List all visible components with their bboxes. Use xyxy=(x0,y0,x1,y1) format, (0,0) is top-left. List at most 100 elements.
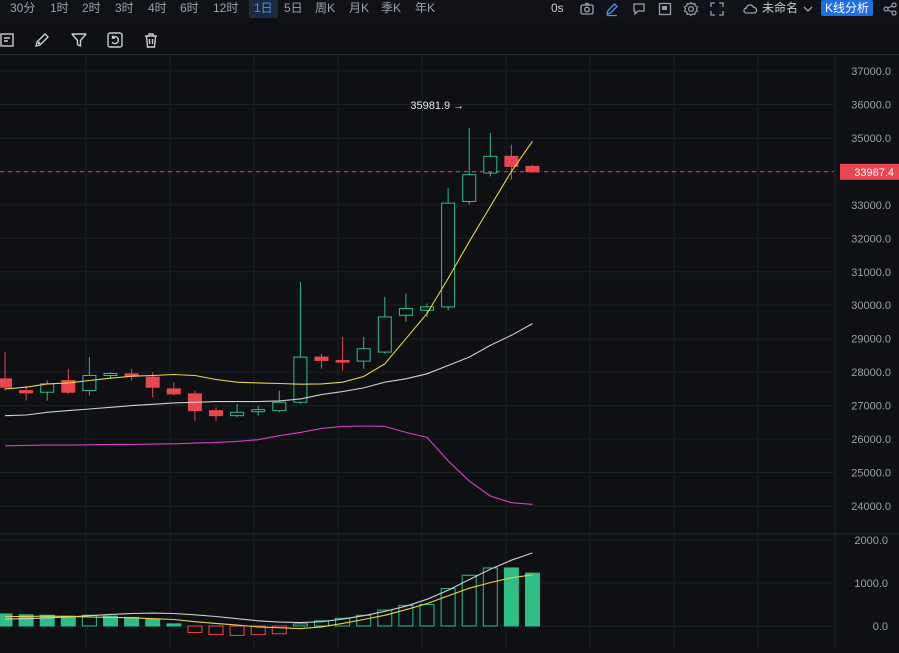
replay-icon[interactable] xyxy=(106,31,124,49)
candle-body[interactable] xyxy=(145,376,160,388)
candle-body[interactable] xyxy=(230,411,245,417)
ma-long-line xyxy=(4,425,533,505)
volume-bar[interactable] xyxy=(419,604,435,627)
layout-name[interactable]: 未命名 xyxy=(762,1,799,15)
current-price-label: 33987.4 xyxy=(854,167,894,179)
candle-body[interactable] xyxy=(272,401,287,412)
candle-body[interactable] xyxy=(251,409,266,413)
price-axis-label: 26000.0 xyxy=(851,434,891,446)
volume-bar[interactable] xyxy=(229,625,245,636)
price-axis-label: 29000.0 xyxy=(851,334,891,346)
candle-body[interactable] xyxy=(420,306,434,311)
timeframe-8[interactable]: 5日 xyxy=(284,1,303,15)
timeframe-11[interactable]: 季K xyxy=(381,1,402,15)
chevron-down-icon[interactable] xyxy=(800,1,816,17)
timeframe-2[interactable]: 2时 xyxy=(82,1,101,15)
timeframe-3[interactable]: 3时 xyxy=(115,1,134,15)
volume-bar[interactable] xyxy=(208,625,224,636)
volume-bar[interactable] xyxy=(39,614,55,627)
timeframe-6[interactable]: 12时 xyxy=(213,1,239,15)
candle-body[interactable] xyxy=(314,356,329,361)
price-axis-label: 28000.0 xyxy=(851,367,891,379)
timeframe-10[interactable]: 月K xyxy=(349,1,370,15)
candle-body[interactable] xyxy=(462,174,477,202)
volume-bar[interactable] xyxy=(0,613,13,627)
chart-background xyxy=(0,55,899,648)
share-icon[interactable] xyxy=(882,1,898,17)
high-price-annotation: 35981.9 → xyxy=(410,100,464,112)
draw-pen-icon[interactable] xyxy=(33,31,51,49)
volume-bar[interactable] xyxy=(461,574,477,627)
candle-body[interactable] xyxy=(377,316,392,353)
volume-bar[interactable] xyxy=(166,623,182,627)
volume-bar[interactable] xyxy=(145,619,161,627)
price-axis-label: 31000.0 xyxy=(851,267,891,279)
volume-bar[interactable] xyxy=(187,625,203,633)
timeframe-9[interactable]: 周K xyxy=(315,1,336,15)
volume-bar[interactable] xyxy=(271,625,287,635)
timeframe-5[interactable]: 6时 xyxy=(180,1,199,15)
ma-mid-line xyxy=(4,323,533,417)
volume-axis-label: 2000.0 xyxy=(854,535,888,547)
timeframe-bar: 30分 1时 2时 3时 4时 6时 12时 1日 5日 周K 月K 季K 年K 0s 未命名 K线分析 xyxy=(0,0,899,18)
candle-body[interactable] xyxy=(166,388,181,395)
volume-axis-label: 0.0 xyxy=(873,621,888,633)
volume-bar[interactable] xyxy=(314,620,329,627)
volume-bar[interactable] xyxy=(18,614,34,627)
volume-bar[interactable] xyxy=(124,616,140,627)
candle-body[interactable] xyxy=(103,372,118,377)
candle-body[interactable] xyxy=(0,378,12,388)
chart-area[interactable]: 35981.9 →37000.036000.035000.034000.0330… xyxy=(0,55,899,648)
drawing-pen-icon[interactable] xyxy=(604,1,620,17)
candle-body[interactable] xyxy=(335,359,350,363)
volume-bar[interactable] xyxy=(103,615,118,627)
ma-short-line xyxy=(4,140,533,390)
volume-bar[interactable] xyxy=(440,588,456,627)
filter-icon[interactable] xyxy=(70,31,88,49)
comment-icon[interactable] xyxy=(631,1,647,17)
timeframe-0[interactable]: 30分 xyxy=(10,1,36,15)
interval-label[interactable]: 0s xyxy=(551,1,564,15)
candle-body[interactable] xyxy=(82,375,97,392)
fullscreen-icon[interactable] xyxy=(709,1,725,17)
timeframe-7[interactable]: 1日 xyxy=(249,0,278,18)
cloud-icon[interactable] xyxy=(742,1,758,17)
candle-body[interactable] xyxy=(441,202,456,308)
candle-body[interactable] xyxy=(525,165,540,173)
volume-bar[interactable] xyxy=(250,625,266,636)
timeframe-4[interactable]: 4时 xyxy=(148,1,167,15)
candle-body[interactable] xyxy=(356,348,371,362)
price-axis-label: 33000.0 xyxy=(851,200,891,212)
drawing-toolbar xyxy=(0,26,899,55)
candle-body[interactable] xyxy=(19,390,34,394)
template-icon[interactable] xyxy=(657,1,673,17)
price-axis-label: 37000.0 xyxy=(851,66,891,78)
candle-body[interactable] xyxy=(293,356,308,403)
candle-body[interactable] xyxy=(61,380,76,393)
volume-bar[interactable] xyxy=(525,572,540,627)
chart-mode-button[interactable]: K线分析 xyxy=(821,0,874,16)
price-axis-label: 36000.0 xyxy=(851,99,891,111)
price-axis-label: 27000.0 xyxy=(851,401,891,413)
trash-icon[interactable] xyxy=(142,31,160,49)
candle-body[interactable] xyxy=(398,308,413,316)
price-axis-label: 35000.0 xyxy=(851,133,891,145)
price-axis-label: 25000.0 xyxy=(851,468,891,480)
volume-bar[interactable] xyxy=(503,567,519,627)
candle-body[interactable] xyxy=(209,410,223,417)
candle-body[interactable] xyxy=(483,155,498,174)
camera-icon[interactable] xyxy=(579,1,595,17)
timeframe-1[interactable]: 1时 xyxy=(50,1,69,15)
timeframe-12[interactable]: 年K xyxy=(415,1,436,15)
volume-ma-short-line xyxy=(5,574,533,630)
volume-bar[interactable] xyxy=(292,623,308,627)
volume-bar[interactable] xyxy=(482,567,498,627)
candlestick-chart[interactable]: 35981.9 →37000.036000.035000.034000.0330… xyxy=(0,55,899,648)
settings-gear-icon[interactable] xyxy=(683,1,699,17)
current-price-badge xyxy=(840,163,899,180)
price-axis-label: 24000.0 xyxy=(851,501,891,513)
volume-axis-label: 1000.0 xyxy=(854,578,888,590)
price-axis-label: 32000.0 xyxy=(851,233,891,245)
volume-ma-long-line xyxy=(4,552,533,624)
edit-chart-icon[interactable] xyxy=(0,31,18,49)
